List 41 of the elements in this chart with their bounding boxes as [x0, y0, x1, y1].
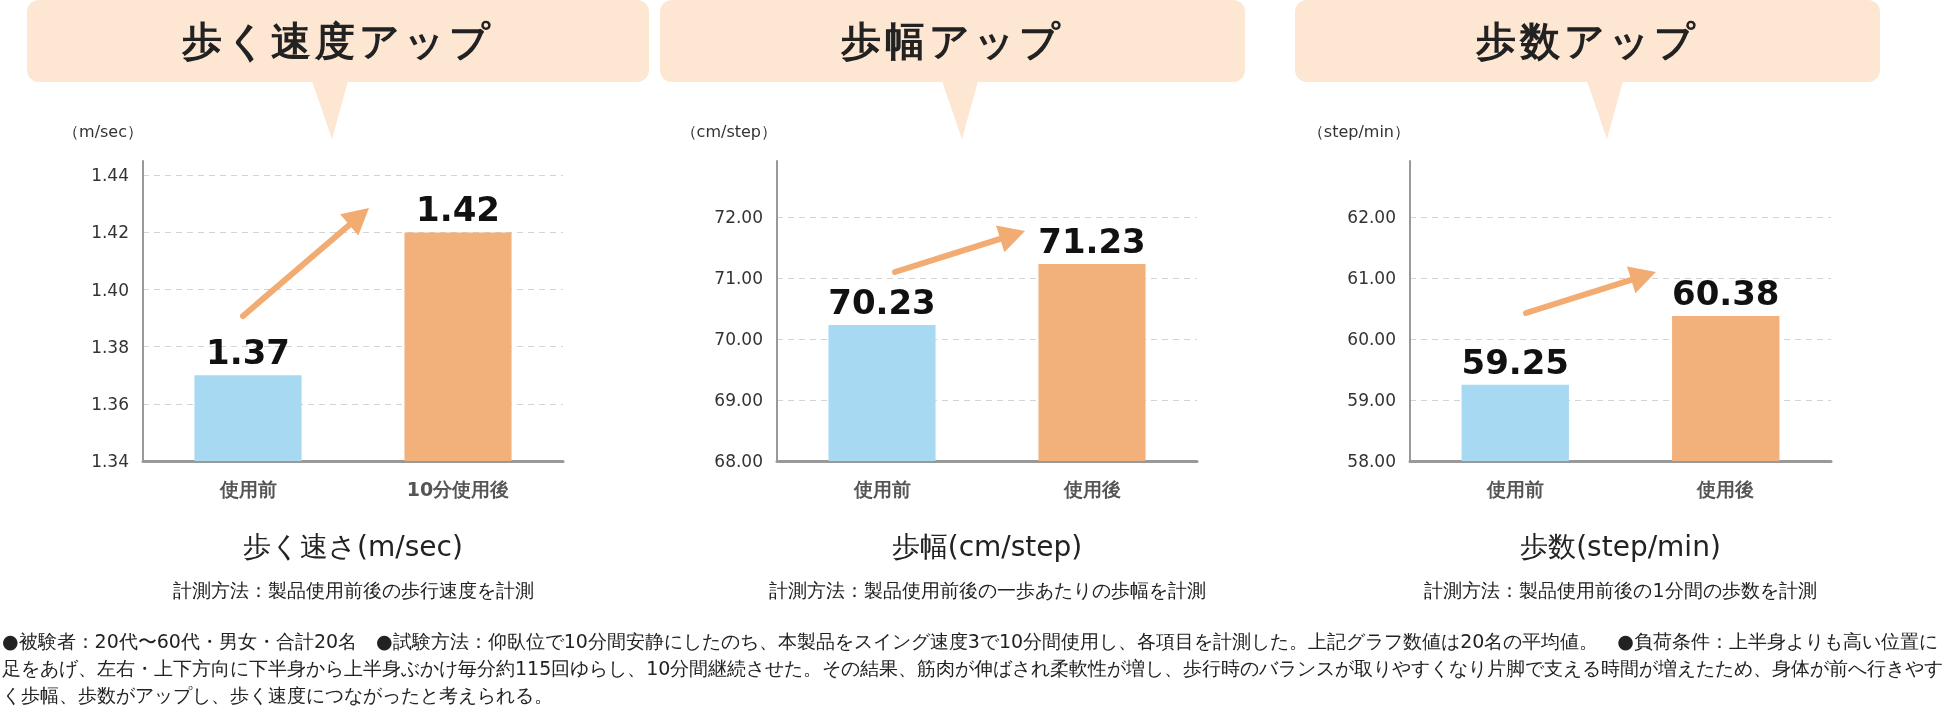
data-label: 1.42 — [416, 189, 500, 230]
y-tick-label: 70.00 — [714, 329, 763, 350]
chart-title: 歩く速度アップ — [27, 0, 649, 82]
y-tick-label: 1.40 — [91, 279, 129, 300]
text: 計測方法：製品使用前後の1分間の歩数を計測 — [1423, 578, 1818, 603]
y-tick-label: 1.38 — [91, 336, 129, 357]
x-axis-title: 歩数(step/min) — [1519, 529, 1722, 565]
y-tick-label: 1.42 — [91, 222, 129, 243]
data-label: 70.23 — [828, 282, 936, 323]
text: 計測方法：製品使用前後の歩行速度を計測 — [171, 578, 535, 603]
y-tick-label: 61.00 — [1347, 268, 1396, 289]
y-axis-title: （cm/step） — [680, 121, 777, 141]
chart-title: 歩幅アップ — [660, 0, 1245, 82]
x-axis-title: 歩幅(cm/step) — [890, 529, 1084, 565]
x-tick-label: 使用前 — [1485, 477, 1544, 500]
text: ●被験者：20代〜60代・男女・合計20名 ●試験方法：仰臥位で10分間安静にしたのち、本製品をスイング速度3で10分間使用し、各項目を計測した。上記グラフ数値は20名の平均値。 ●負荷条件：上半身よりも高い位置に足をあげ、左右・上下方向に下半身から上半身ぶかけ毎分約115回ゆらし、10分間継続させた。その結果、筋肉が伸ばされ柔軟性が増し、歩行時のバランスが取りやすくなり片脚で支える時間が増えたため、身体が前へ行きやすく歩幅、歩数がアップし、歩く速度につながったと考えられる。 — [2, 629, 1945, 708]
y-tick-label: 1.36 — [91, 393, 129, 414]
y-tick-label: 59.00 — [1347, 390, 1396, 411]
y-tick-label: 71.00 — [714, 268, 763, 289]
y-tick-label: 62.00 — [1347, 207, 1396, 228]
x-tick-label: 使用前 — [852, 477, 911, 500]
x-axis-title: 歩く速さ(m/sec) — [242, 529, 464, 565]
y-axis-title: （step/min） — [1307, 121, 1410, 141]
x-tick-label: 使用後 — [1696, 477, 1755, 500]
y-axis-title: （m/sec） — [63, 121, 143, 141]
data-label: 60.38 — [1671, 272, 1780, 313]
data-label: 59.25 — [1461, 341, 1570, 382]
y-tick-label: 72.00 — [714, 207, 763, 228]
chart-title: 歩数アップ — [1295, 0, 1880, 82]
x-tick-label: 使用前 — [218, 477, 277, 500]
x-tick-label: 使用後 — [1062, 477, 1121, 500]
y-tick-label: 1.44 — [91, 165, 129, 186]
y-tick-label: 68.00 — [714, 451, 763, 471]
data-label: 71.23 — [1038, 221, 1146, 262]
y-tick-label: 60.00 — [1347, 329, 1396, 350]
x-tick-label: 10分使用後 — [406, 477, 510, 500]
text: 計測方法：製品使用前後の一歩あたりの歩幅を計測 — [767, 578, 1207, 603]
data-label: 1.37 — [206, 332, 290, 373]
y-tick-label: 69.00 — [714, 390, 763, 411]
y-tick-label: 58.00 — [1347, 451, 1396, 471]
y-tick-label: 1.34 — [91, 451, 129, 471]
